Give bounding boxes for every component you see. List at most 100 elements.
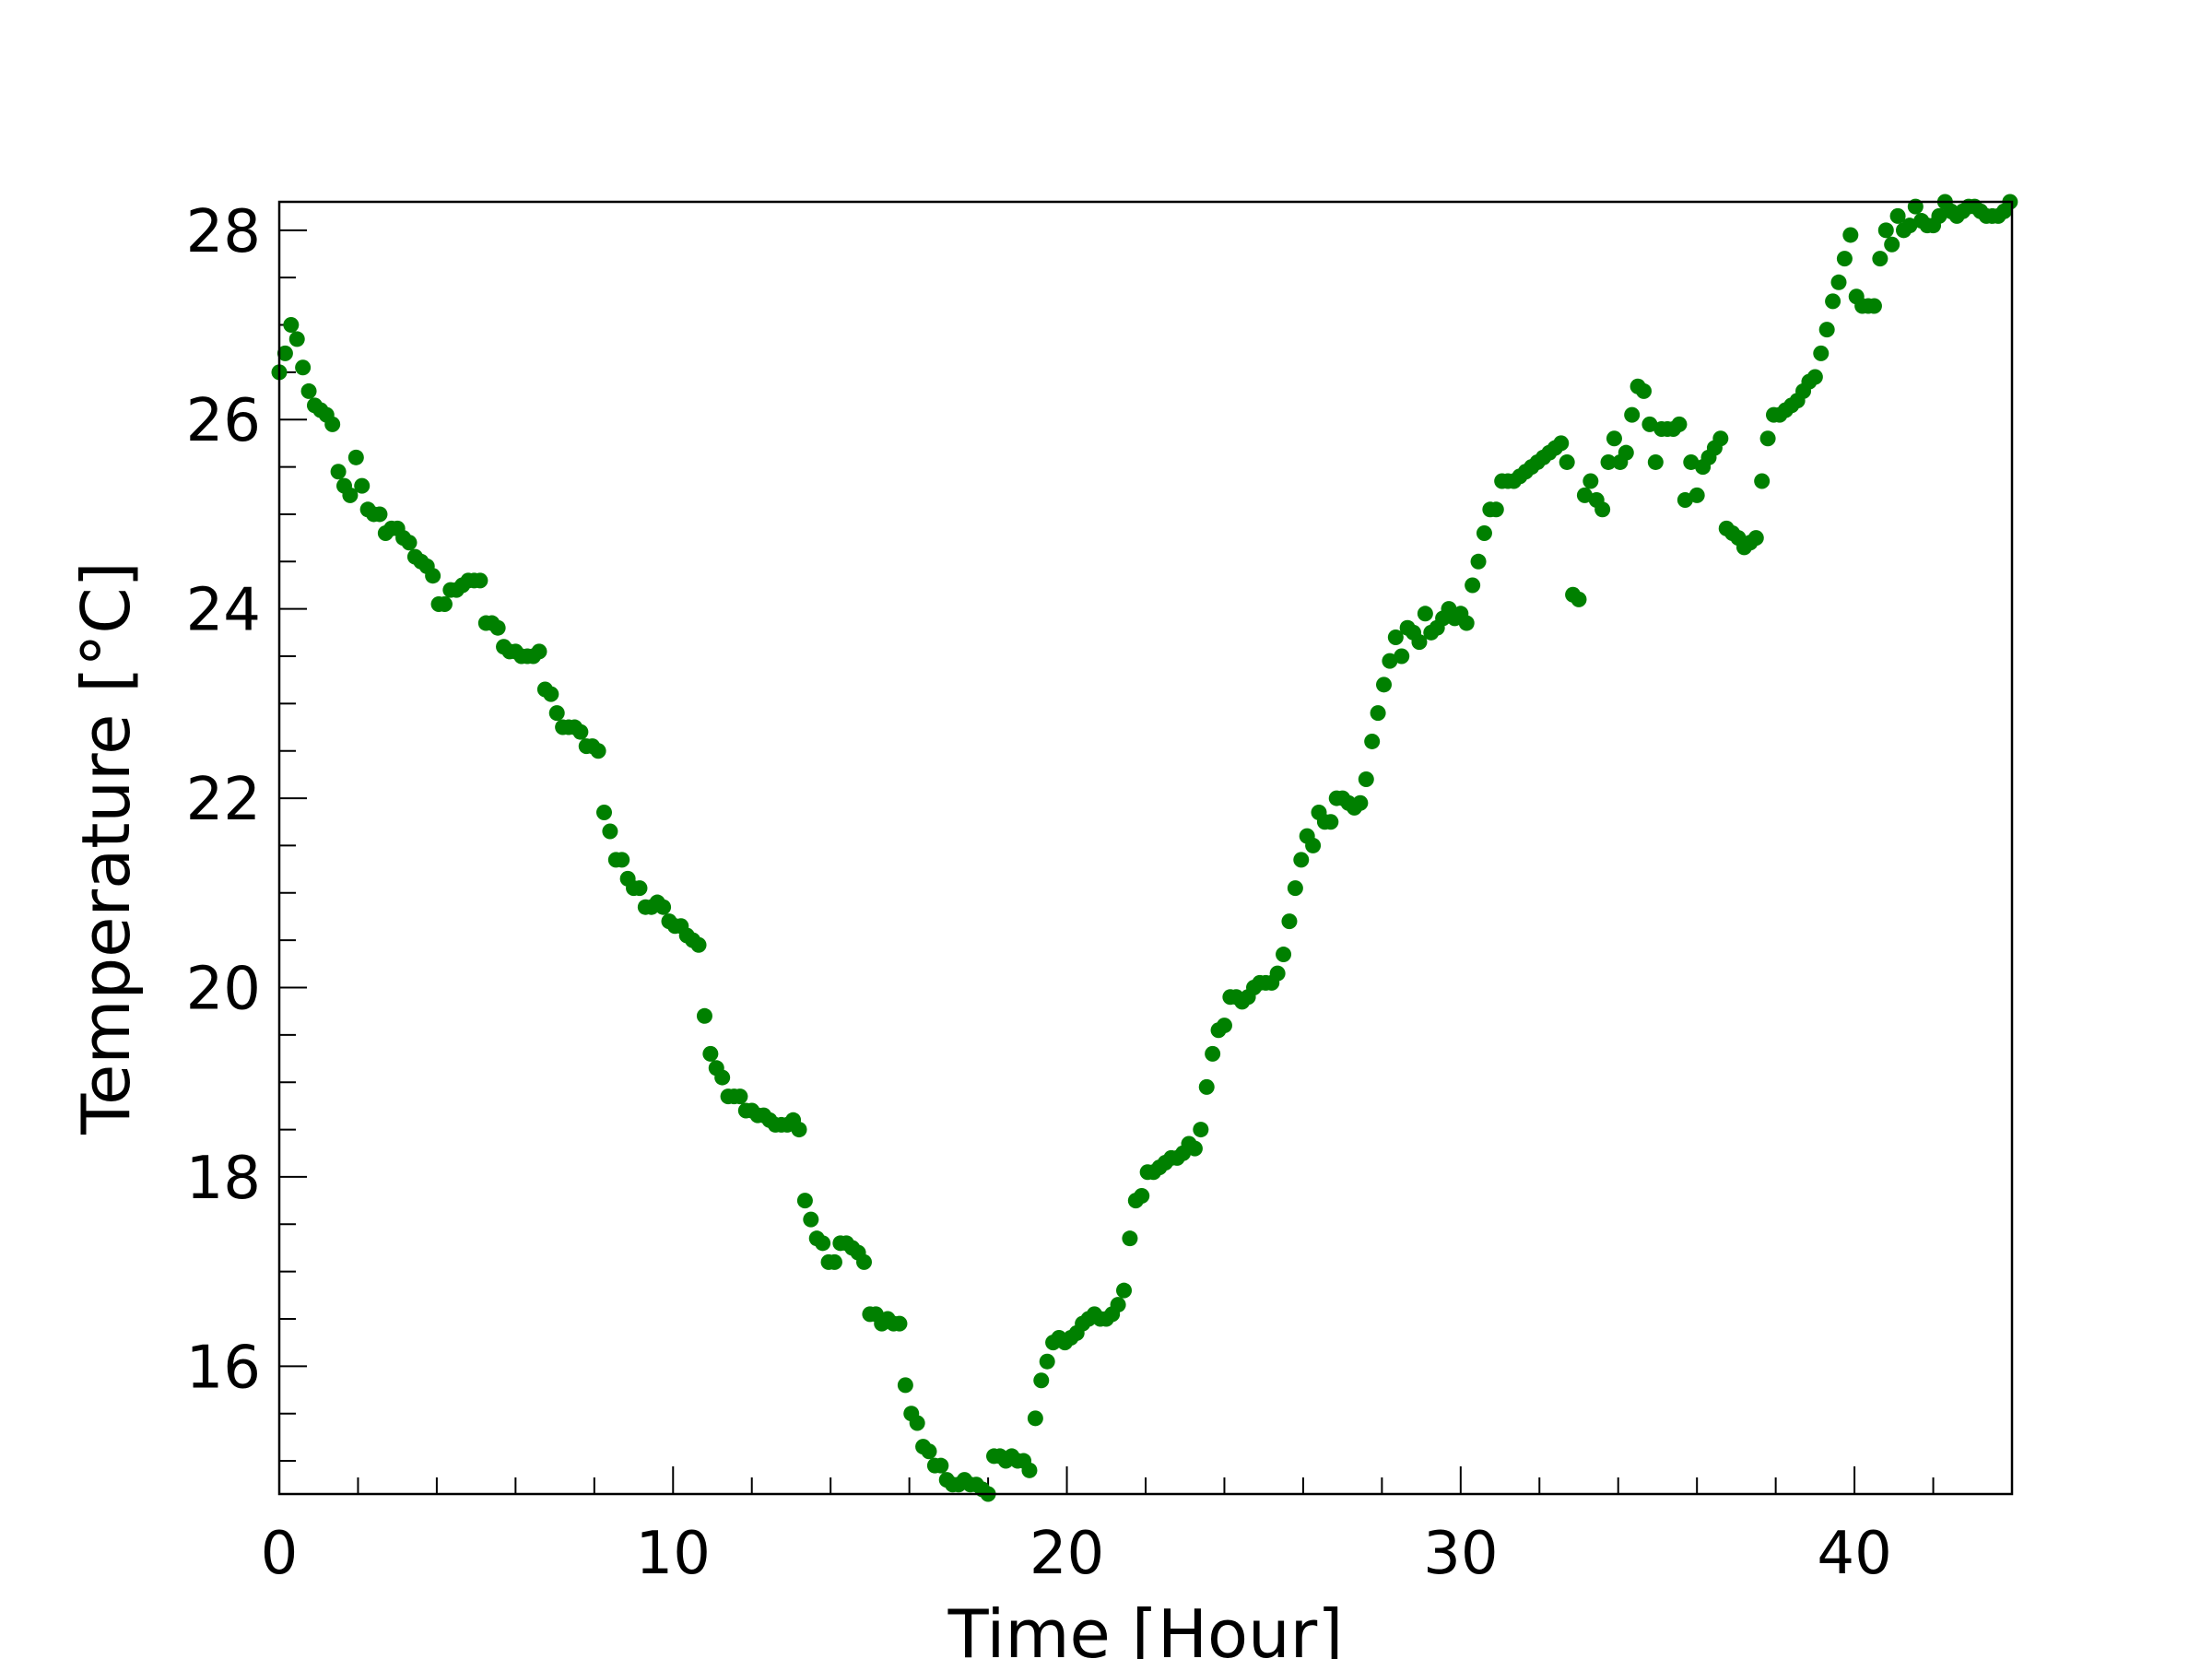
x-axis-label: Time [Hour] (947, 1595, 1344, 1659)
data-point (548, 705, 565, 722)
data-point (1122, 1230, 1138, 1247)
data-point (921, 1443, 937, 1460)
data-point (1387, 629, 1404, 645)
y-axis-label: Temperature [°C] (67, 561, 145, 1135)
data-point (1364, 733, 1381, 749)
data-point (1606, 430, 1622, 447)
data-point (371, 506, 388, 523)
data-point (1754, 473, 1771, 489)
data-point (1465, 577, 1481, 594)
data-point (1600, 453, 1617, 470)
data-point (1276, 947, 1292, 963)
y-tick-label: 16 (186, 1334, 261, 1402)
data-point (1884, 236, 1900, 253)
data-point (1193, 1122, 1209, 1138)
data-point (1559, 453, 1575, 470)
data-point (1818, 322, 1835, 338)
data-point (572, 724, 589, 740)
data-point (1134, 1187, 1150, 1204)
plot-frame (277, 200, 2014, 1496)
data-point (897, 1377, 913, 1394)
data-point (803, 1211, 819, 1228)
data-point (826, 1253, 842, 1270)
data-point (1417, 606, 1433, 622)
data-point (1865, 298, 1882, 314)
data-point (300, 382, 317, 399)
data-point (1688, 487, 1705, 503)
data-point (1825, 293, 1841, 310)
y-tick-label: 28 (186, 198, 261, 266)
data-point (1759, 430, 1776, 447)
data-point (1931, 207, 1947, 224)
data-point (1553, 435, 1570, 452)
data-point (354, 477, 371, 494)
data-point (1205, 1045, 1221, 1062)
data-point (324, 416, 341, 432)
data-point (1872, 251, 1888, 267)
y-tick-label: 22 (186, 766, 261, 834)
data-point (602, 823, 618, 840)
data-point (472, 572, 488, 589)
y-tick-label: 18 (186, 1145, 261, 1213)
data-point (1842, 227, 1859, 243)
x-tick-label: 30 (1423, 1520, 1498, 1588)
y-tick-label: 20 (186, 955, 261, 1023)
x-tick-label: 40 (1817, 1520, 1891, 1588)
data-point (1671, 416, 1688, 432)
data-point (1376, 677, 1392, 693)
data-point (1116, 1282, 1132, 1299)
data-point (856, 1253, 872, 1270)
data-point (815, 1235, 831, 1252)
data-point (732, 1088, 748, 1105)
data-point (1636, 382, 1652, 399)
data-point (1293, 852, 1310, 868)
data-point (1576, 487, 1593, 503)
data-point (614, 852, 630, 868)
data-point (1269, 965, 1286, 982)
data-point (1618, 444, 1634, 461)
x-tick-label: 20 (1030, 1520, 1104, 1588)
data-point (1830, 274, 1847, 290)
data-point (1281, 913, 1298, 930)
data-point (655, 899, 672, 915)
data-point (1806, 369, 1823, 385)
data-point (1877, 222, 1894, 239)
data-point (1394, 648, 1410, 665)
data-point (1186, 1140, 1203, 1157)
data-point (696, 1007, 712, 1024)
data-point (891, 1315, 908, 1332)
data-point (1624, 406, 1641, 423)
data-point (590, 743, 606, 759)
data-point (1352, 794, 1369, 811)
data-point (1033, 1372, 1050, 1389)
data-point (1683, 453, 1700, 470)
data-point (543, 686, 559, 702)
data-point (1039, 1353, 1055, 1370)
data-point (1198, 1078, 1215, 1095)
data-point (714, 1069, 731, 1086)
data-point (425, 568, 441, 584)
data-point (276, 345, 293, 361)
data-point (596, 804, 612, 820)
data-point (1021, 1462, 1038, 1478)
data-point (347, 449, 364, 465)
data-point (1583, 473, 1599, 489)
data-point (1647, 453, 1664, 470)
data-point (1470, 553, 1487, 570)
data-point (1458, 615, 1475, 631)
data-point (1889, 207, 1906, 224)
data-point (1323, 814, 1339, 830)
data-point (1216, 1018, 1232, 1034)
y-tick-label: 24 (186, 577, 261, 645)
data-point (436, 596, 453, 613)
data-point (1110, 1297, 1126, 1313)
data-point (1747, 530, 1764, 547)
data-point (909, 1415, 925, 1431)
data-point (1382, 653, 1398, 669)
data-point (702, 1045, 719, 1062)
data-point (791, 1122, 807, 1138)
data-points (271, 194, 2018, 1502)
data-point (401, 535, 418, 551)
data-point (1677, 492, 1693, 509)
